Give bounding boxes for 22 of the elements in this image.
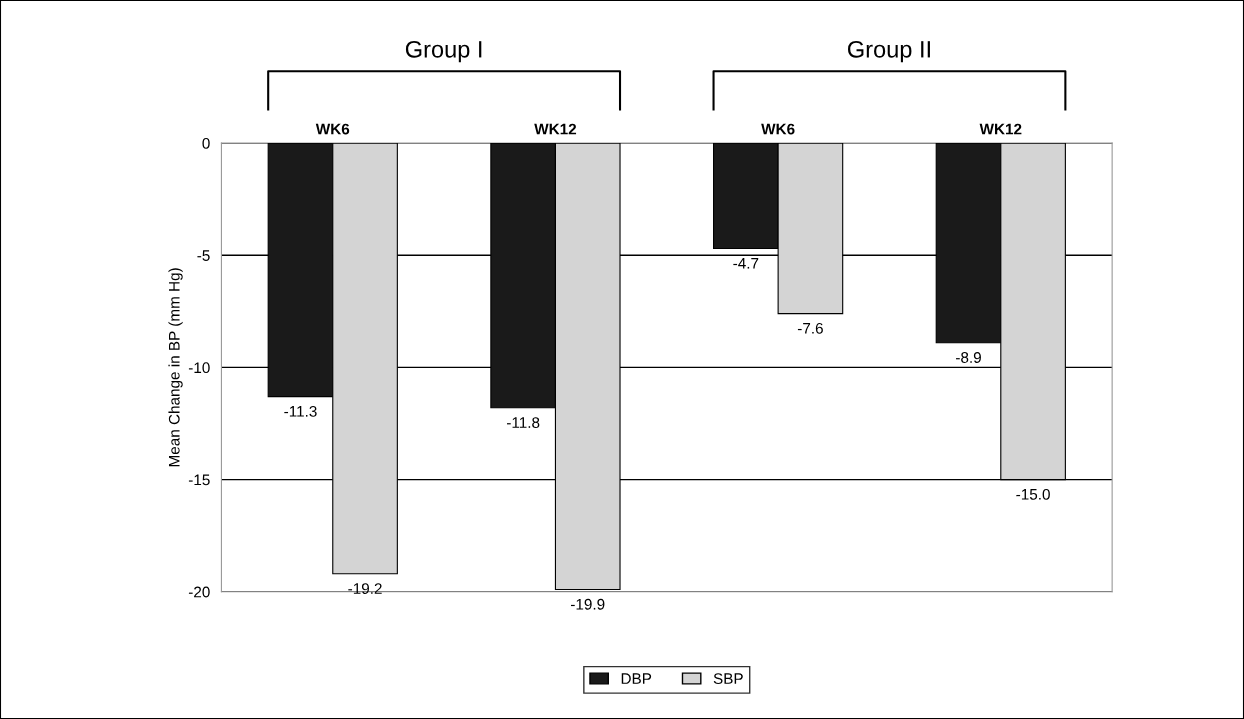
- y-tick-label: -20: [188, 586, 210, 598]
- legend-label: SBP: [713, 673, 743, 685]
- y-tick-label: 0: [202, 137, 210, 149]
- y-tick-label: -15: [188, 474, 210, 486]
- data-label: -15.0: [1016, 488, 1050, 500]
- data-label: -11.8: [506, 417, 540, 428]
- x-tick-label: WK6: [761, 123, 795, 135]
- data-label: -19.2: [348, 583, 382, 594]
- data-label: -19.9: [571, 598, 605, 610]
- x-tick-label: WK6: [315, 123, 350, 135]
- data-label: -4.7: [733, 258, 759, 269]
- data-label: -11.3: [284, 405, 317, 417]
- x-tick-label: WK12: [534, 123, 577, 135]
- y-tick-label: -10: [188, 362, 210, 374]
- data-label: -8.9: [956, 352, 981, 363]
- y-axis-title: Mean Change in BP (mm Hg): [168, 268, 183, 467]
- text: Group I: [405, 40, 482, 63]
- x-tick-label: WK12: [979, 123, 1022, 135]
- text: Group II: [848, 40, 930, 63]
- legend-label: DBP: [621, 673, 652, 684]
- y-tick-label: -5: [197, 250, 210, 261]
- data-label: -7.6: [797, 322, 823, 334]
